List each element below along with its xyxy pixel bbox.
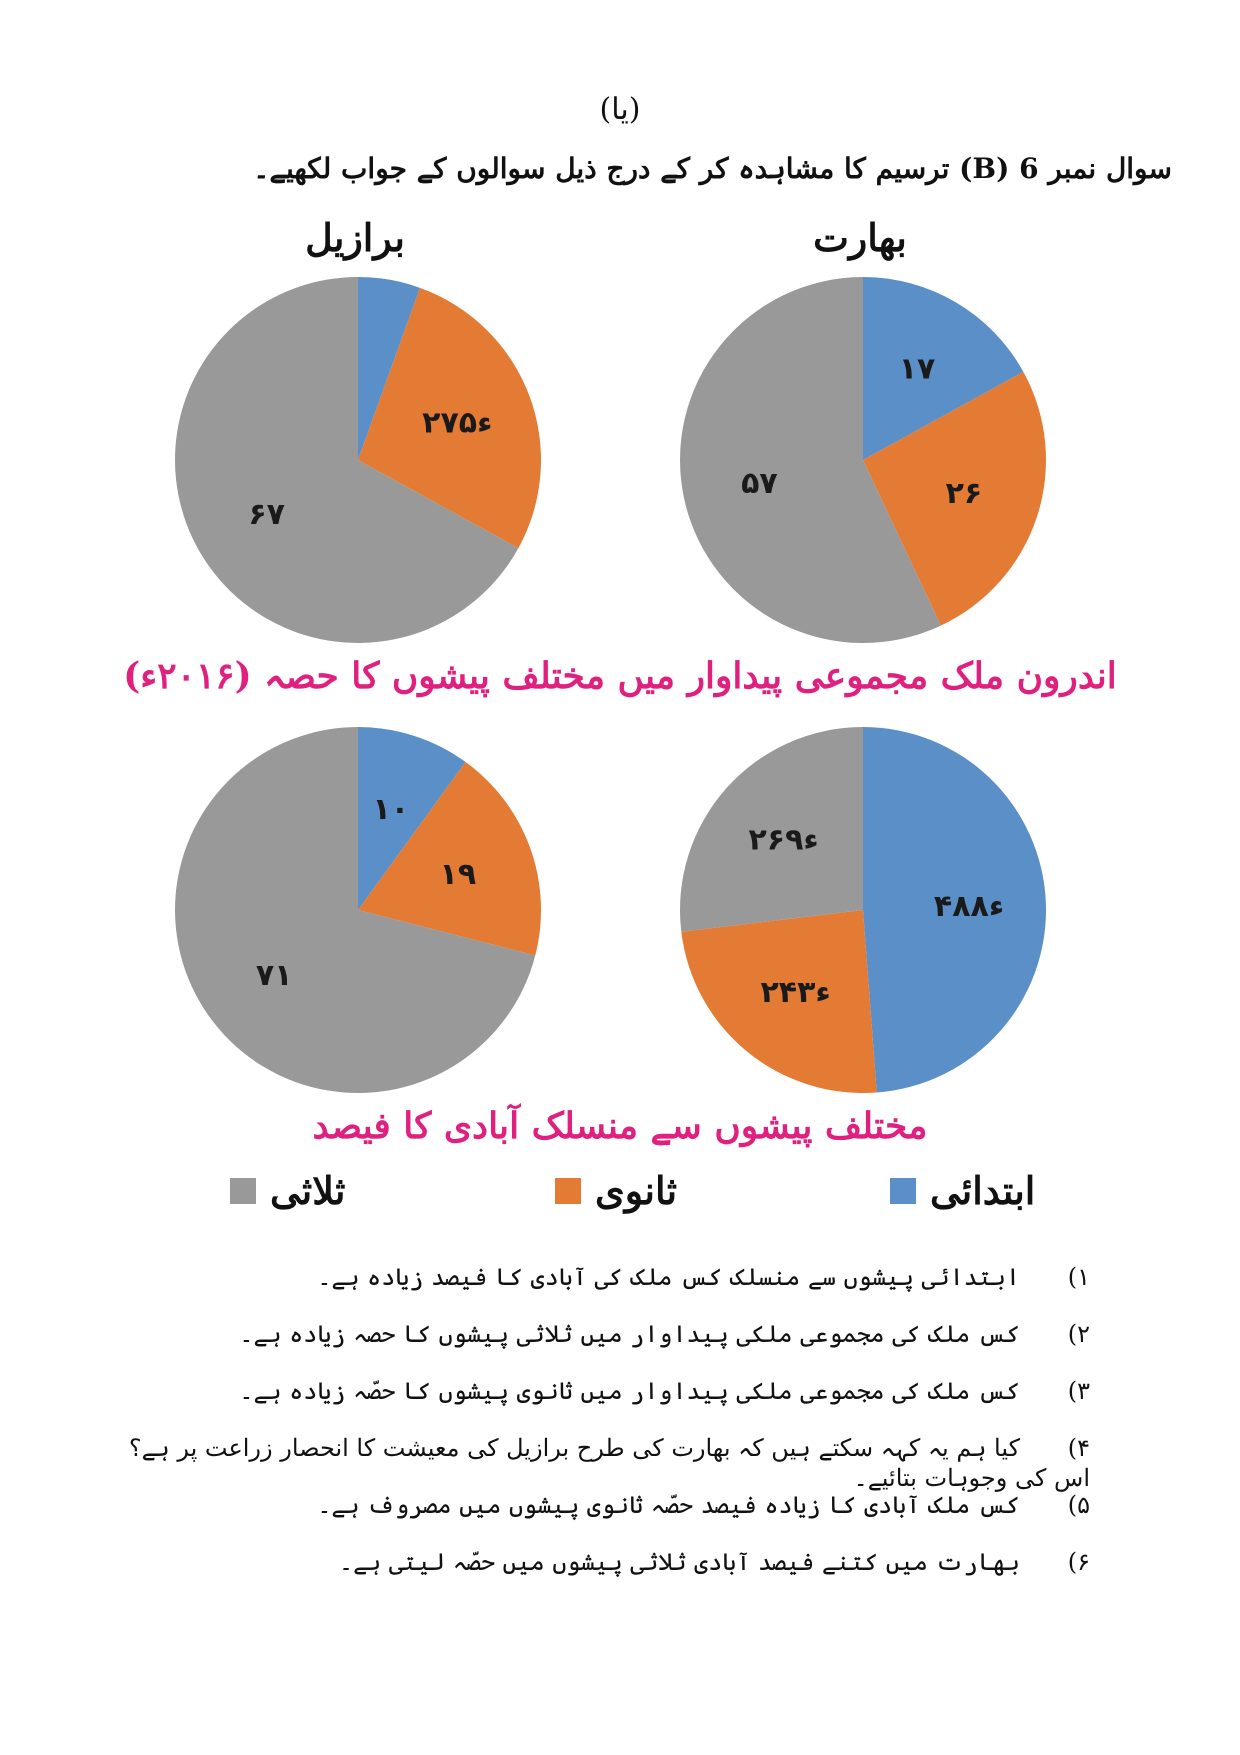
pie-data-label: ۴۸ء۸ [934,889,1004,924]
legend-swatch-secondary [555,1177,581,1204]
question-number: ۲) [1067,1320,1090,1348]
pie-slice-tertiary [175,277,519,643]
legend-item-primary: ابتدائی [890,1168,1035,1213]
pie-data-label: ۵۷ [741,466,778,501]
pie-slice-tertiary [680,727,863,932]
question-item: ۱) ابتدائی پیشوں سے منسلک کس ملک کی آبادی… [90,1262,1090,1319]
pie-chart-brazil-gdp: ۵ء۵۲۷ء۵۶۷ [175,277,541,643]
question-number: ۱) [1067,1263,1090,1291]
legend-item-secondary: ثانوی [555,1168,677,1213]
question-number: ۵) [1067,1491,1090,1519]
question-number: ۶) [1067,1548,1090,1576]
question-text: کس ملک کی مجموعی ملکی پیداوار میں ثانوی … [239,1377,1020,1405]
legend-item-tertiary: ثلاثی [230,1168,346,1213]
pie-data-label: ۱۷ [899,352,936,387]
pie-data-label: ۱۰ [372,792,409,827]
pie-data-label: ۲۴ء۳ [760,975,830,1010]
question-text: ابتدائی پیشوں سے منسلک کس ملک کی آبادی ک… [317,1263,1020,1291]
pie-slice-primary [863,277,1024,460]
legend-swatch-tertiary [230,1177,256,1204]
question-text: کس ملک آبادی کا زیادہ فیصد حصّہ ثانوی پی… [317,1491,1020,1519]
pie-slice-secondary [358,287,541,549]
question-item: ۴)کیا ہم یہ کہہ سکتے ہیں کہ بھارت کی طرح… [90,1433,1090,1492]
pie-slice-primary [863,727,1047,1093]
caption-population: مختلف پیشوں سے منسلک آبادی کا فیصد [312,1105,928,1147]
pie-data-label: ۲۷ء۵ [422,405,492,440]
pie-slice-secondary [681,910,877,1093]
pie-data-label: ۲۶ء۹ [748,823,818,858]
question-text: کس ملک کی مجموعی ملکی پیداوار میں ثلاثی … [239,1320,1020,1348]
chart-title-brazil-gdp: برازیل [305,215,405,260]
pie-slice-tertiary [679,277,941,643]
chart-title-india-gdp: بھارت [813,215,907,260]
pie-slice-tertiary [174,727,536,1093]
question-item: ۲) کس ملک کی مجموعی ملکی پیداوار میں ثلاث… [90,1319,1090,1376]
question-text: بھارت میں کتنے فیصد آبادی ثلاثی پیشوں می… [339,1548,1020,1576]
pie-data-label: ۶۷ [248,497,285,532]
question-item: ۵) کس ملک آبادی کا زیادہ فیصد حصّہ ثانوی … [90,1490,1090,1547]
question-item: ۳) کس ملک کی مجموعی ملکی پیداوار میں ثانو… [90,1376,1090,1433]
pie-slice-secondary [358,761,541,956]
questions-list: ۱) ابتدائی پیشوں سے منسلک کس ملک کی آبادی… [90,1262,1090,1604]
or-label: (یا) [599,92,641,127]
caption-gdp: اندرون ملک مجموعی پیداوار میں مختلف پیشو… [123,655,1117,697]
pie-chart-brazil-population: ۱۰ ۱۹ ۷۱ [174,727,541,1093]
question-heading: سوال نمبر 6 (B) ترسیم کا مشاہدہ کر کے در… [253,152,1172,185]
legend-label-secondary: ثانوی [595,1168,678,1213]
legend-swatch-primary [890,1177,916,1204]
legend-label-primary: ابتدائی [930,1168,1036,1213]
legend: ابتدائی ثانوی ثلاثی [0,1168,1240,1228]
pie-chart-india-population: ۴۸ء۸ ۲۴ء۳ ۲۶ء۹ [680,727,1047,1093]
question-text: کیا ہم یہ کہہ سکتے ہیں کہ بھارت کی طرح ب… [128,1434,1090,1492]
pie-chart-india-gdp: ۱۷ ۲۶ ۵۷ [679,277,1046,643]
pie-data-label: ۷۱ [256,958,293,993]
pie-data-label: ۲۶ [946,476,983,511]
legend-label-tertiary: ثلاثی [270,1168,346,1213]
question-number: ۳) [1067,1377,1090,1405]
pie-slice-primary [358,277,420,460]
pie-slice-secondary [863,371,1046,626]
pie-data-label: ۱۹ [440,857,477,892]
question-item: ۶) بھارت میں کتنے فیصد آبادی ثلاثی پیشوں … [90,1547,1090,1604]
question-number: ۴) [1067,1434,1090,1462]
pie-slice-primary [358,727,466,910]
